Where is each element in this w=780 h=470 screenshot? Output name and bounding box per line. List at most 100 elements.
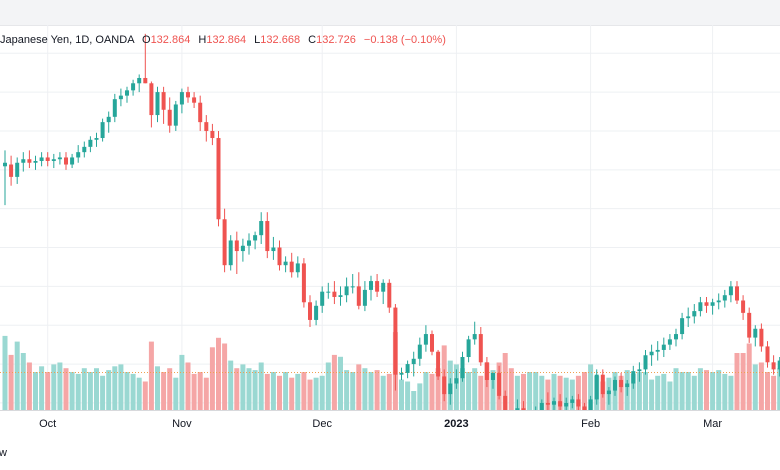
candle-body	[192, 97, 197, 103]
candle	[21, 152, 26, 172]
candle-body	[326, 291, 331, 293]
candle	[94, 132, 99, 147]
volume-bar	[81, 368, 87, 410]
candle	[649, 344, 654, 366]
candle-body	[216, 138, 221, 220]
candle	[210, 123, 215, 146]
candle-body	[100, 122, 105, 139]
candle-body	[558, 401, 563, 407]
candle-body	[149, 83, 154, 116]
candle	[301, 258, 306, 308]
candle-body	[472, 334, 477, 340]
candle	[570, 395, 575, 409]
footer-text[interactable]: w	[0, 447, 7, 459]
candle	[728, 281, 733, 303]
candle-body	[393, 307, 398, 375]
grid	[0, 25, 780, 410]
legend-change-value: −0.138 (−0.10%)	[363, 34, 446, 46]
candle-body	[222, 219, 227, 266]
volume-bar	[588, 364, 594, 410]
candle-body	[460, 357, 465, 379]
candle-body	[643, 355, 648, 370]
candle	[356, 272, 361, 310]
time-axis[interactable]: Oct Nov Dec 2023 Feb Mar	[0, 410, 780, 439]
candle	[661, 337, 666, 358]
candle	[515, 399, 520, 410]
candle-body	[155, 92, 160, 116]
candle-body	[308, 302, 312, 320]
candle-body	[94, 138, 99, 140]
candle	[198, 95, 203, 131]
candle-body	[204, 122, 209, 131]
volume-bar	[399, 379, 404, 410]
candle-body	[253, 235, 258, 241]
candle	[33, 155, 38, 170]
top-toolbar-strip	[0, 0, 780, 25]
chart-pane[interactable]	[0, 25, 780, 411]
candle-body	[39, 157, 44, 161]
volume-bar	[411, 391, 417, 410]
candle	[283, 256, 288, 273]
candle-body	[137, 77, 142, 84]
candle-body	[350, 286, 355, 288]
candle-body	[88, 139, 93, 147]
candle	[686, 307, 691, 327]
volume-bar	[234, 368, 240, 410]
symbol-legend: Japanese Yen, 1D, OANDA O132.864 H132.86…	[0, 33, 446, 47]
candle	[15, 157, 20, 184]
candle	[259, 212, 264, 244]
candle	[454, 369, 459, 389]
candle	[637, 362, 642, 382]
candle	[442, 369, 447, 402]
price-chart-plot[interactable]	[0, 25, 780, 410]
candle	[271, 236, 276, 260]
candle	[545, 392, 550, 410]
volume-bar	[325, 362, 331, 410]
volume-bar	[142, 381, 148, 410]
volume-bar	[222, 343, 228, 410]
volume-bar	[69, 372, 75, 410]
volume-bar	[478, 375, 484, 410]
legend-high-label: H	[198, 34, 207, 46]
candle-body	[704, 302, 709, 306]
candle	[667, 334, 672, 350]
legend-open-label: O	[142, 34, 151, 46]
candle	[716, 293, 721, 310]
candle-body	[161, 92, 166, 110]
volume-bar	[704, 370, 709, 410]
candle	[613, 376, 617, 396]
volume-bar	[51, 364, 57, 410]
volume-bar	[26, 362, 32, 410]
volume-bar	[734, 353, 740, 410]
candle	[240, 238, 245, 262]
candle	[759, 323, 764, 352]
candle-body	[576, 399, 581, 407]
candle-body	[362, 289, 367, 306]
candle	[558, 394, 563, 410]
candle-body	[503, 395, 508, 410]
volume-bar	[270, 372, 276, 410]
candle	[503, 390, 508, 410]
candle	[216, 130, 221, 227]
candle-body	[728, 286, 733, 296]
candle-body	[747, 312, 752, 338]
volume-bar	[344, 370, 350, 410]
candle-body	[234, 240, 239, 252]
volume-bar	[209, 347, 215, 410]
candle	[747, 307, 752, 343]
candle	[118, 88, 123, 107]
candle-body	[588, 399, 593, 410]
volume-bar	[14, 341, 20, 410]
legend-low-value: 132.668	[260, 34, 301, 46]
volume-bar	[289, 377, 295, 410]
volume-bar	[472, 368, 478, 410]
candle-body	[655, 349, 660, 352]
candle-body	[82, 146, 87, 153]
candle-body	[564, 402, 569, 407]
candle-body	[3, 162, 7, 167]
candle	[265, 212, 270, 259]
volume-bar	[124, 372, 130, 410]
candle-body	[484, 362, 489, 380]
candle	[674, 328, 678, 347]
candle	[387, 279, 392, 313]
